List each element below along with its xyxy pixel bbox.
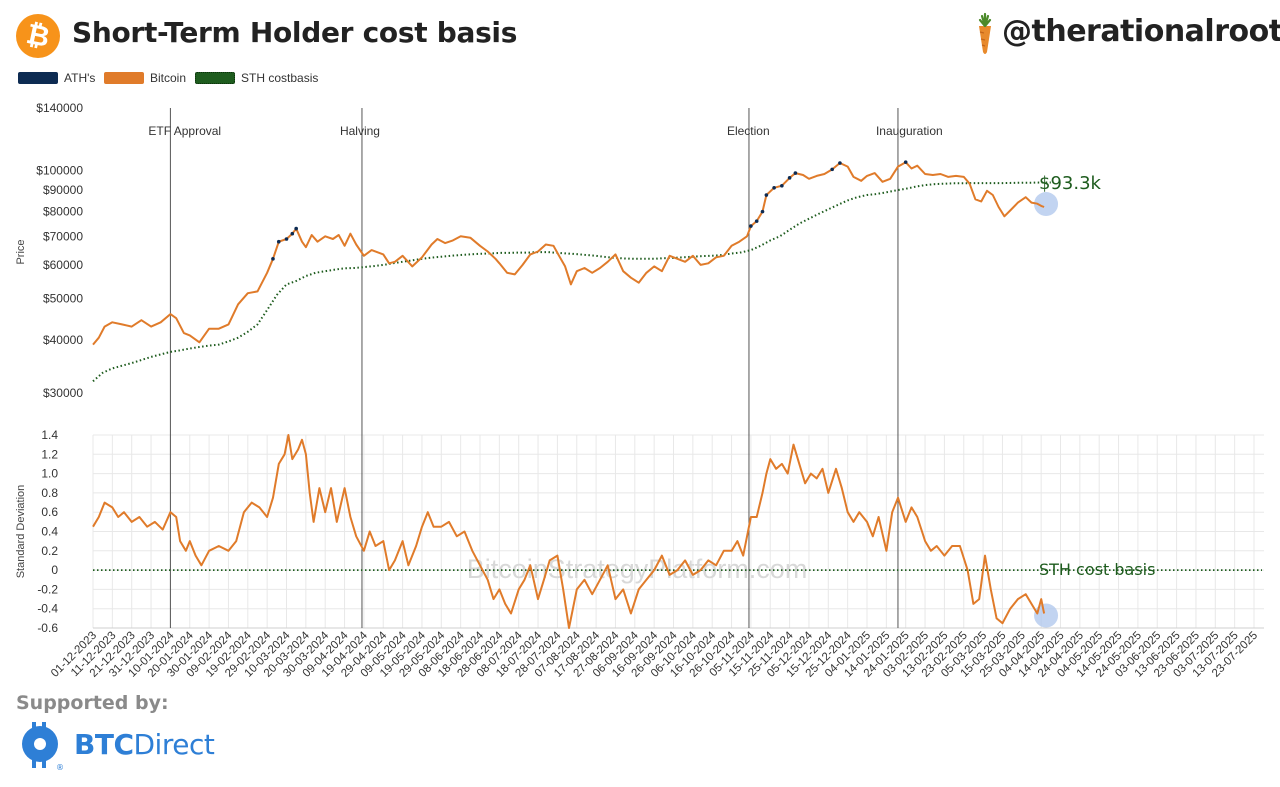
price-annotation: $93.3k (1039, 173, 1102, 194)
event-label: Inauguration (876, 124, 943, 138)
ath-marker (749, 224, 753, 228)
std-tick-label: -0.2 (37, 582, 58, 596)
std-tick-label: 0.8 (41, 486, 58, 500)
ath-marker (754, 219, 759, 223)
ath-marker (793, 171, 798, 175)
price-tick-label: $80000 (43, 205, 83, 219)
legend-swatch-ath (18, 72, 58, 84)
std-tick-label: 0.2 (41, 544, 58, 558)
price-highlight-marker (1034, 192, 1059, 217)
ath-marker (294, 226, 298, 231)
ath-marker (760, 209, 765, 214)
bitcoin-symbol: ₿ (23, 16, 53, 55)
ath-marker (290, 231, 295, 236)
bitcoin-logo-icon: ₿ (16, 14, 60, 58)
page-title: Short-Term Holder cost basis (72, 16, 518, 49)
event-label: ETF Approval (148, 124, 221, 138)
ath-marker (830, 167, 834, 172)
ath-marker (838, 161, 842, 165)
grid (92, 434, 1264, 629)
std-tick-label: 0.4 (41, 525, 58, 539)
legend-label: Bitcoin (150, 71, 187, 85)
legend-swatch-sth (195, 72, 235, 84)
event-label: Halving (340, 124, 380, 138)
author-handle[interactable]: @therationalroot (1002, 14, 1280, 49)
std-tick-label: 0.6 (41, 505, 58, 519)
ath-marker (271, 257, 275, 261)
std-deviation-series (92, 434, 1046, 629)
std-highlight-marker (1034, 603, 1059, 628)
chart-area: $30000 $40000 $50000 $60000 $70000 $80000 $900… (15, 101, 1264, 680)
price-tick-label: $140000 (36, 101, 83, 115)
ath-marker (764, 193, 769, 197)
ath-marker (780, 183, 784, 188)
sth-costbasis-series (92, 181, 1051, 383)
sponsor-name-bold: BTC (74, 728, 134, 761)
price-tick-label: $60000 (43, 258, 83, 272)
price-tick-label: $90000 (43, 183, 83, 197)
ath-marker (284, 237, 289, 241)
carrot-icon (978, 12, 992, 54)
supported-by-label: Supported by: (16, 692, 169, 714)
sponsor-name-rest: Direct (133, 728, 215, 761)
std-annotation: STH cost basis (1039, 560, 1155, 579)
sponsor-name[interactable]: BTCDirect (74, 728, 215, 761)
std-tick-label: 1.0 (41, 467, 58, 481)
std-tick-label: 1.4 (41, 428, 58, 442)
price-tick-label: $50000 (43, 292, 83, 306)
ath-marker (903, 160, 908, 164)
btc-direct-logo-icon: ® (22, 722, 64, 772)
std-tick-label: 0 (51, 563, 58, 577)
watermark: BitcoinStrategyPlatform.com (467, 554, 808, 584)
price-tick-label: $30000 (43, 386, 83, 400)
registered-mark: ® (56, 763, 64, 772)
price-axis-title: Price (15, 239, 27, 264)
std-tick-label: 1.2 (41, 447, 58, 461)
std-tick-label: -0.4 (37, 602, 58, 616)
price-tick-label: $100000 (36, 163, 83, 177)
std-tick-label: -0.6 (37, 621, 58, 635)
price-tick-label: $70000 (43, 229, 83, 243)
ath-marker (772, 185, 776, 190)
ath-marker (276, 239, 281, 244)
legend-label: STH costbasis (241, 71, 319, 85)
header: ₿ Short-Term Holder cost basis @theratio… (0, 0, 1280, 70)
event-label: Election (727, 124, 770, 138)
legend-swatch-bitcoin (104, 72, 144, 84)
std-axis-title: Standard Deviation (15, 485, 27, 579)
price-tick-label: $40000 (43, 333, 83, 347)
ath-marker (787, 176, 792, 180)
legend-label: ATH's (64, 71, 96, 85)
